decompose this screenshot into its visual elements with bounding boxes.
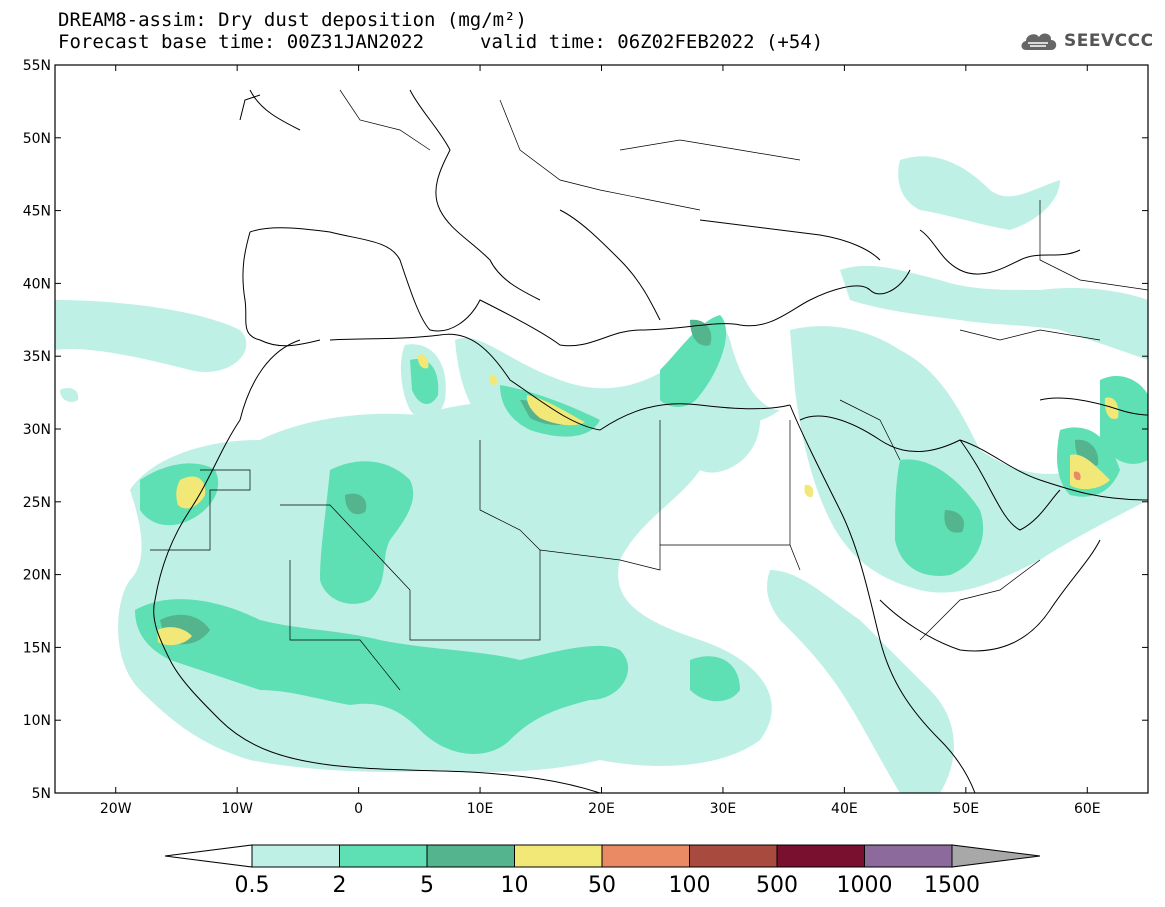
map-title: DREAM8-assim: Dry dust deposition (mg/m²… <box>58 9 527 31</box>
lon-label: 10E <box>467 801 494 817</box>
colorbar-swatch <box>689 844 778 868</box>
lon-label: 40E <box>831 801 858 817</box>
lat-label: 55N <box>23 58 51 74</box>
lon-label: 30E <box>710 801 737 817</box>
colorbar-label: 500 <box>756 873 798 898</box>
map-plot-area <box>55 65 1148 793</box>
lat-label: 45N <box>23 204 51 220</box>
dust-field-very-high <box>1073 471 1081 481</box>
logo-text: SEEVCCC <box>1064 31 1154 51</box>
colorbar-swatch <box>864 844 953 868</box>
dust-field-high <box>157 354 1119 646</box>
lat-label: 25N <box>23 495 51 511</box>
lon-label: 50E <box>952 801 979 817</box>
seevccc-logo: SEEVCCC <box>1018 28 1154 54</box>
lon-label: 0 <box>354 801 363 817</box>
valid-time: valid time: 06Z02FEB2022 (+54) <box>480 31 824 53</box>
lat-label: 15N <box>23 640 51 656</box>
map-axes: 55N 50N 45N 40N 35N 30N 25N 20N 15N 10N 5N 20W 10W 0 1… <box>23 58 1148 817</box>
forecast-base-time: Forecast base time: 00Z31JAN2022 <box>58 31 425 53</box>
lon-label: 20E <box>588 801 615 817</box>
colorbar-label: 2 <box>333 873 347 898</box>
lon-label: 20W <box>100 801 132 817</box>
coastlines <box>153 89 1148 793</box>
lat-label: 35N <box>23 349 51 365</box>
colorbar-label: 100 <box>669 873 711 898</box>
lat-label: 10N <box>23 713 51 729</box>
colorbar: 0.5 2 5 10 50 100 500 1000 1500 <box>164 844 1041 898</box>
lon-label: 10W <box>221 801 253 817</box>
borders <box>150 89 1148 691</box>
colorbar-swatch <box>514 844 603 868</box>
colorbar-swatch <box>601 844 690 868</box>
colorbar-label: 50 <box>588 873 616 898</box>
lat-label: 40N <box>23 276 51 292</box>
lat-label: 5N <box>32 786 51 802</box>
colorbar-swatch <box>426 844 515 868</box>
colorbar-swatch <box>251 844 340 868</box>
lat-label: 50N <box>23 131 51 147</box>
colorbar-over-triangle <box>951 844 1041 868</box>
lat-label: 20N <box>23 568 51 584</box>
colorbar-swatch <box>339 844 428 868</box>
colorbar-under-triangle <box>164 844 253 868</box>
lat-label: 30N <box>23 422 51 438</box>
cloud-icon <box>1021 33 1057 50</box>
colorbar-label: 0.5 <box>235 873 270 898</box>
colorbar-label: 1000 <box>837 873 893 898</box>
colorbar-label: 5 <box>420 873 434 898</box>
colorbar-label: 1500 <box>924 873 980 898</box>
lon-label: 60E <box>1074 801 1101 817</box>
colorbar-swatch <box>776 844 865 868</box>
colorbar-label: 10 <box>501 873 529 898</box>
